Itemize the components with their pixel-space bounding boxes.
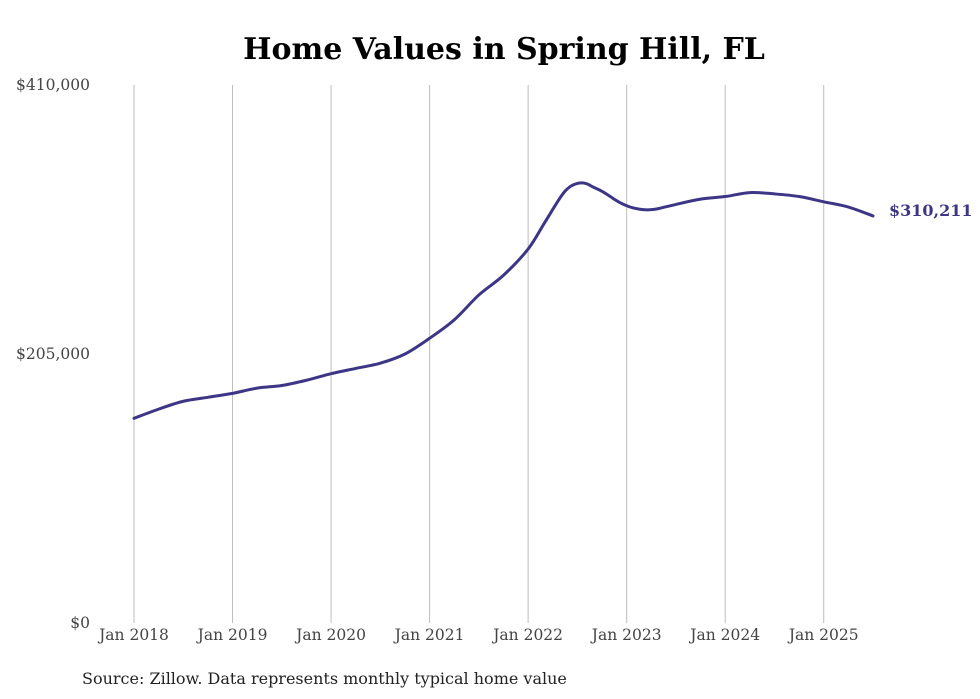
x-tick-label: Jan 2022 (491, 626, 563, 644)
series-line (132, 181, 875, 420)
y-axis: $0 $205,000 $410,000 (16, 76, 90, 632)
y-tick-label: $205,000 (16, 345, 90, 363)
x-tick-label: Jan 2025 (787, 626, 859, 644)
x-tick-label: Jan 2019 (196, 626, 268, 644)
chart-title: Home Values in Spring Hill, FL (243, 32, 765, 67)
x-tick-label: Jan 2018 (97, 626, 169, 644)
x-axis: Jan 2018 Jan 2019 Jan 2020 Jan 2021 Jan 2022… (97, 626, 859, 644)
y-tick-label: $410,000 (16, 76, 90, 94)
x-tick-label: Jan 2024 (688, 626, 760, 644)
y-tick-label: $0 (70, 614, 90, 632)
x-tick-label: Jan 2020 (294, 626, 366, 644)
x-tick-label: Jan 2021 (393, 626, 465, 644)
grid (133, 85, 825, 623)
end-value-label: $310,211 (889, 201, 973, 220)
source-note: Source: Zillow. Data represents monthly … (82, 669, 567, 688)
x-tick-label: Jan 2023 (590, 626, 662, 644)
